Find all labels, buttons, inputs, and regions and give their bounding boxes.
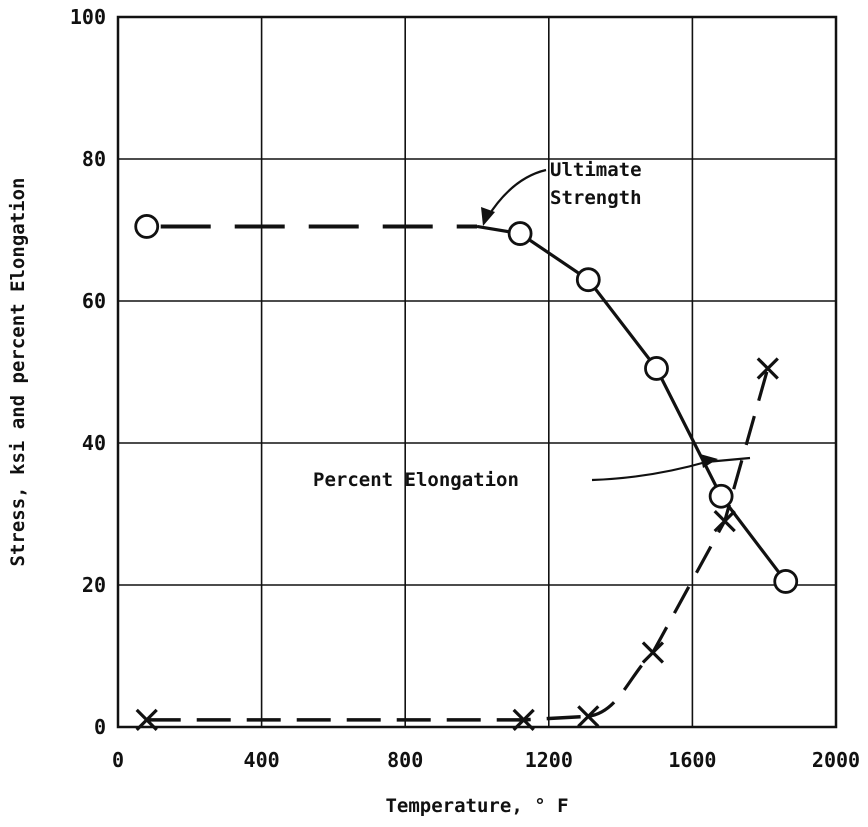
strength-point: [136, 215, 158, 237]
x-tick-label: 1600: [668, 748, 716, 772]
y-tick-label: 80: [82, 147, 106, 171]
strength-point: [577, 269, 599, 291]
y-axis-title: Stress, ksi and percent Elongation: [7, 178, 29, 567]
strength-solid-line: [477, 226, 786, 581]
y-tick-label: 0: [94, 715, 106, 739]
annotation-ultimate-strength-leader: [487, 170, 546, 218]
elongation-point: [758, 358, 778, 378]
elongation-point: [643, 642, 663, 662]
elongation-point: [715, 511, 735, 531]
x-tick-label: 800: [387, 748, 423, 772]
x-tick-label: 400: [244, 748, 280, 772]
annotation-percent-elongation-leader: [592, 462, 706, 480]
x-axis-title: Temperature, ° F: [385, 795, 568, 817]
annotation-layer: Ultimate Strength Percent Elongation: [313, 159, 750, 491]
x-tick-label: 0: [112, 748, 124, 772]
elongation-rising-line: [588, 368, 768, 716]
annotation-ultimate-strength-label: Ultimate: [550, 159, 642, 181]
x-tick-layer: 0 400 800 1200 1600 2000: [112, 748, 860, 772]
strength-point: [710, 485, 732, 507]
y-tick-label: 20: [82, 573, 106, 597]
y-tick-label: 60: [82, 289, 106, 313]
annotation-ultimate-strength-label: Strength: [550, 187, 642, 209]
x-tick-label: 1200: [525, 748, 573, 772]
annotation-percent-elongation-label: Percent Elongation: [313, 469, 519, 491]
y-tick-layer: 0 20 40 60 80 100: [70, 5, 106, 739]
grid-layer: [118, 17, 836, 727]
strength-point: [646, 357, 668, 379]
y-tick-label: 100: [70, 5, 106, 29]
y-tick-label: 40: [82, 431, 106, 455]
strength-point: [775, 570, 797, 592]
x-tick-label: 2000: [812, 748, 860, 772]
strength-point: [509, 223, 531, 245]
plot-frame: [118, 17, 836, 727]
